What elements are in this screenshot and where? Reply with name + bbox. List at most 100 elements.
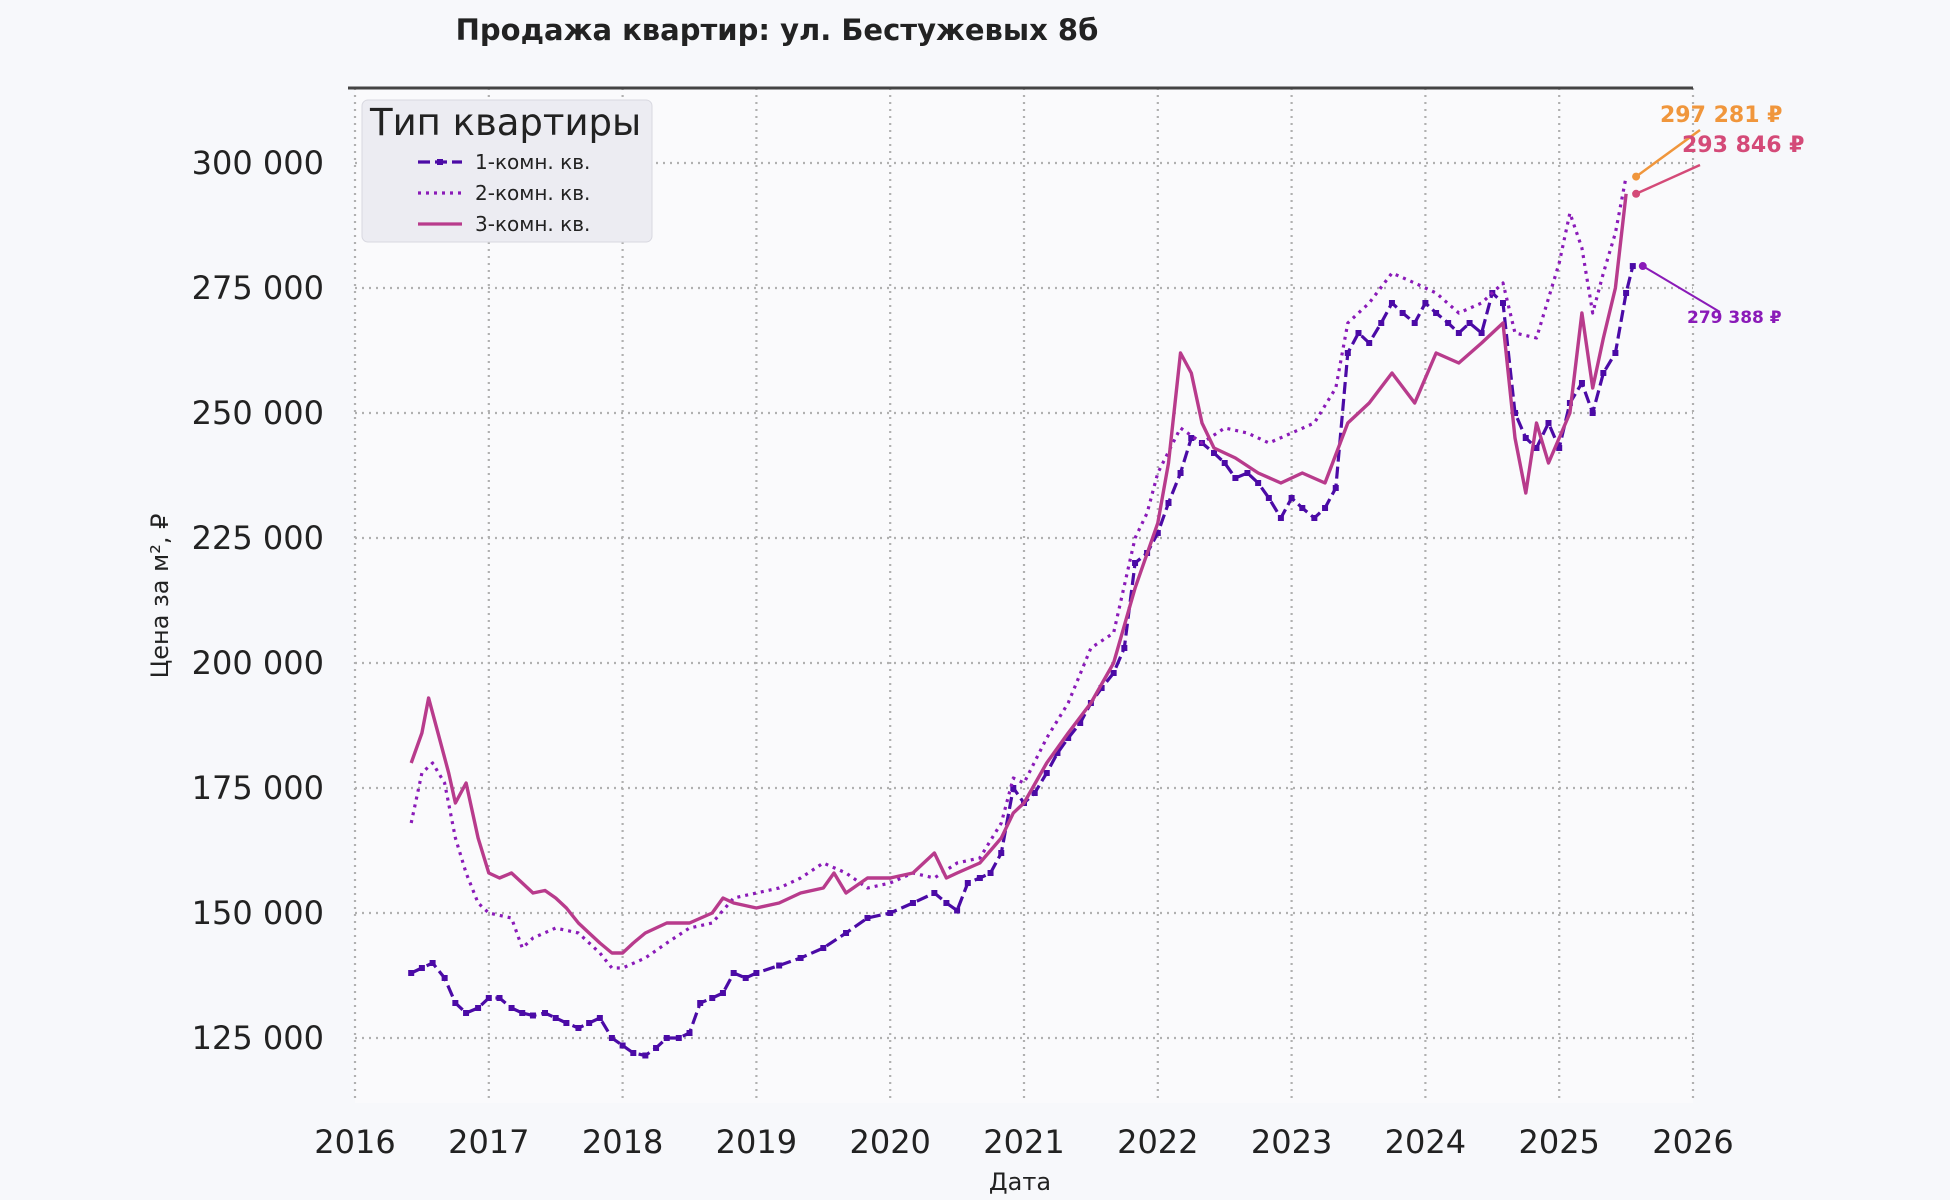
series-marker: [1556, 445, 1563, 451]
series-marker: [1054, 750, 1061, 756]
series-marker: [1629, 263, 1636, 270]
annotation-label: 293 846 ₽: [1682, 133, 1804, 158]
series-marker: [1512, 410, 1519, 416]
series-marker: [709, 995, 716, 1001]
annotation-label: 297 281 ₽: [1660, 103, 1782, 128]
series-marker: [843, 930, 850, 936]
series-marker: [1500, 300, 1507, 306]
series-marker: [864, 915, 871, 921]
series-line: [409, 176, 1628, 970]
series-marker: [887, 910, 894, 916]
series-marker: [586, 1020, 593, 1026]
series-marker: [1399, 310, 1406, 316]
series-marker: [976, 875, 983, 881]
series-marker: [463, 1010, 470, 1016]
series-marker: [1411, 320, 1418, 326]
y-tick-label: 125 000: [192, 1019, 324, 1057]
x-tick-label: 2020: [849, 1123, 930, 1161]
series-marker: [408, 970, 415, 976]
series-marker: [1265, 495, 1272, 501]
series-marker: [1623, 290, 1630, 296]
series-marker: [1522, 435, 1529, 441]
series-marker: [418, 965, 425, 971]
series-marker: [998, 850, 1005, 856]
series-marker: [697, 1000, 704, 1006]
legend-label: 3-комн. кв.: [475, 212, 590, 236]
series-marker: [508, 1005, 515, 1011]
series-marker: [1355, 330, 1362, 336]
series-marker: [1277, 515, 1284, 521]
series-marker: [964, 880, 971, 886]
series-marker: [441, 975, 448, 981]
legend-marker: [437, 159, 443, 165]
series-marker: [1299, 505, 1306, 511]
x-tick-label: 2017: [448, 1123, 529, 1161]
series-marker: [475, 1005, 482, 1011]
series-marker: [1121, 645, 1128, 651]
series-marker: [776, 962, 783, 969]
series-marker: [1065, 735, 1072, 741]
series-marker: [1578, 380, 1585, 386]
series-marker: [1188, 435, 1195, 441]
series-marker: [943, 900, 950, 906]
annotations: 297 281 ₽ 293 846 ₽ 279 388 ₽: [1632, 103, 1804, 328]
series-marker: [1322, 505, 1329, 511]
y-tick-label: 200 000: [192, 644, 324, 682]
series-marker: [1378, 320, 1385, 326]
series-line: [409, 193, 1628, 955]
series-marker: [987, 870, 994, 876]
x-tick-label: 2022: [1117, 1123, 1198, 1161]
series-marker: [663, 1035, 670, 1041]
series-marker: [730, 970, 737, 976]
series-marker: [1132, 560, 1139, 566]
legend-items: 1-комн. кв. 2-комн. кв. 3-комн. кв.: [418, 150, 590, 236]
series-marker: [452, 1000, 459, 1006]
series-marker: [1445, 320, 1452, 326]
series-marker: [719, 990, 726, 996]
series-marker: [496, 995, 503, 1001]
series-marker: [686, 1030, 693, 1036]
annotation-arrowhead: [1632, 172, 1641, 181]
series-marker: [753, 970, 760, 976]
x-tick-label: 2016: [314, 1123, 395, 1161]
legend-box: [361, 99, 653, 243]
series-lines: [408, 176, 1636, 1059]
series-marker: [630, 1050, 637, 1056]
x-tick-label: 2024: [1385, 1123, 1466, 1161]
series-marker: [519, 1010, 526, 1016]
series-marker: [1332, 485, 1339, 491]
series-marker: [1255, 480, 1262, 486]
x-tick-label: 2023: [1251, 1123, 1332, 1161]
series-marker: [820, 945, 827, 951]
legend-label: 1-комн. кв.: [475, 150, 590, 174]
series-marker: [742, 975, 749, 981]
annotation-arrow: [1635, 163, 1701, 195]
series-marker: [1244, 470, 1251, 476]
series-marker: [596, 1015, 603, 1021]
series-marker: [1098, 685, 1105, 691]
series-marker: [931, 890, 938, 896]
series-marker: [1545, 420, 1552, 426]
series-marker: [1600, 370, 1607, 376]
x-axis-label: Дата: [989, 1168, 1051, 1196]
y-axis-label: Цена за м², ₽: [146, 514, 174, 679]
series-marker: [653, 1045, 660, 1051]
series-marker: [1478, 330, 1485, 336]
series-marker: [429, 960, 436, 966]
series-marker: [1612, 350, 1619, 356]
series-marker: [909, 900, 916, 906]
x-tick-label: 2025: [1518, 1123, 1599, 1161]
series-marker: [552, 1015, 559, 1021]
series-marker: [608, 1035, 615, 1041]
series-marker: [1288, 495, 1295, 501]
annotation-arrowhead: [1638, 262, 1647, 271]
y-tick-label: 275 000: [192, 269, 324, 307]
series-marker: [1221, 460, 1228, 466]
chart-title: Продажа квартир: ул. Бестужевых 8б: [456, 13, 1099, 47]
series-marker: [575, 1025, 582, 1031]
legend: Тип квартиры 1-комн. кв. 2-комн. кв. 3-ком…: [361, 99, 653, 243]
series-marker: [797, 955, 804, 961]
x-axis-ticks: 2016 2017 2018 2019 2020 2021 2022 2023 2024 2025…: [314, 1123, 1733, 1161]
series-marker: [1110, 670, 1117, 676]
